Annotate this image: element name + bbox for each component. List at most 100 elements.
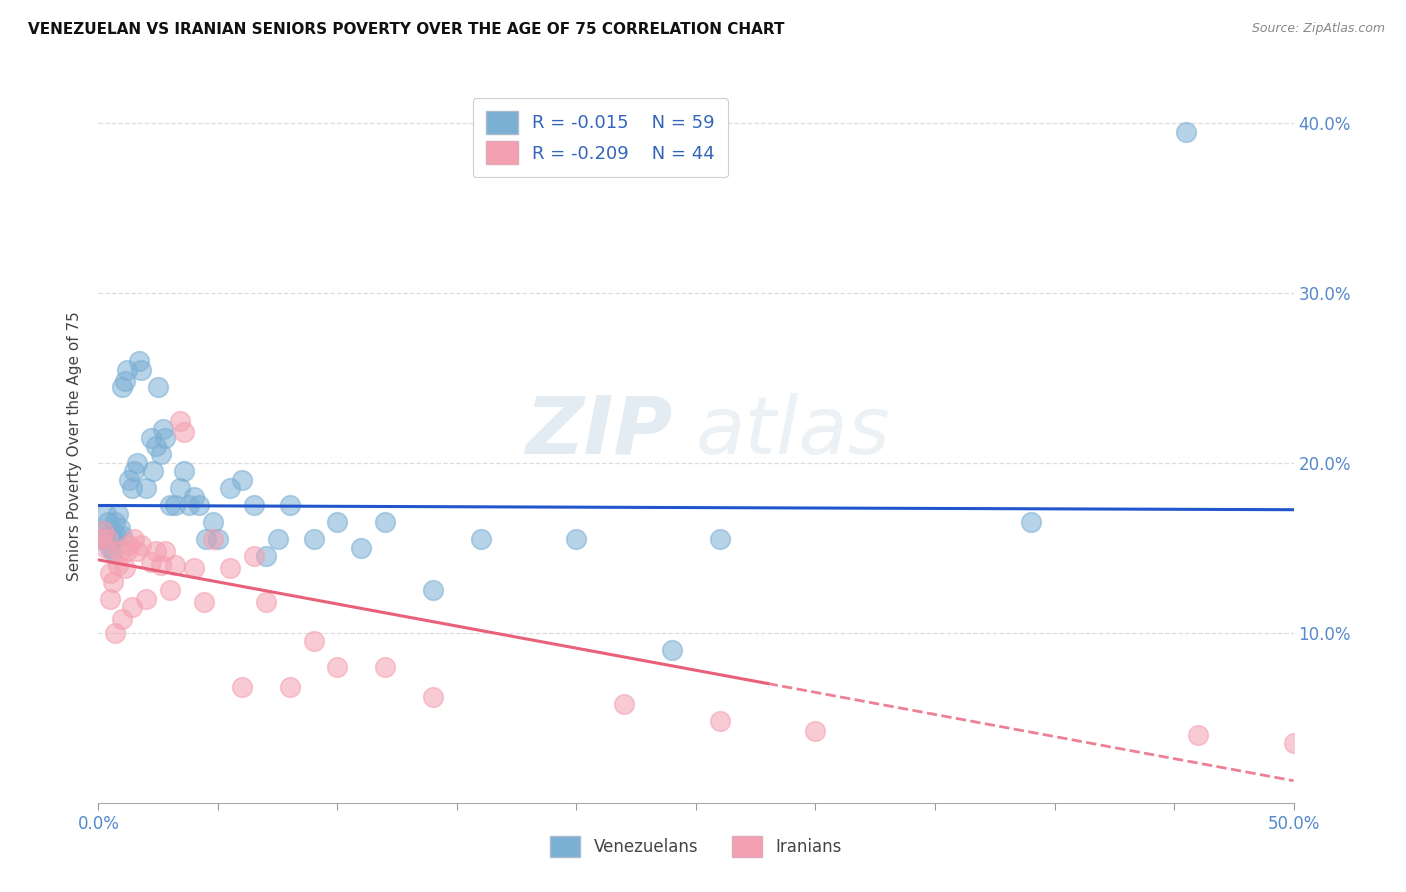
Point (107, 507, 129, 521)
Point (139, 430, 162, 444)
Point (97, 533, 120, 547)
Point (169, 413, 191, 427)
Point (101, 533, 124, 547)
Point (135, 591, 157, 606)
Point (243, 549, 266, 564)
Point (91, 524, 114, 538)
Legend: Venezuelans, Iranians: Venezuelans, Iranians (543, 828, 849, 866)
Point (219, 482, 242, 496)
Point (194, 533, 218, 547)
Point (709, 714, 731, 729)
Point (148, 379, 170, 393)
Point (149, 448, 172, 462)
Y-axis label: Seniors Poverty Over the Age of 75: Seniors Poverty Over the Age of 75 (67, 311, 83, 581)
Point (661, 643, 683, 657)
Text: VENEZUELAN VS IRANIAN SENIORS POVERTY OVER THE AGE OF 75 CORRELATION CHART: VENEZUELAN VS IRANIAN SENIORS POVERTY OV… (28, 22, 785, 37)
Point (104, 626, 127, 640)
Point (278, 680, 301, 694)
Point (145, 544, 167, 558)
Point (97, 533, 120, 547)
Point (350, 541, 373, 555)
Point (267, 533, 290, 547)
Point (709, 533, 731, 547)
Point (135, 482, 157, 496)
Text: Source: ZipAtlas.com: Source: ZipAtlas.com (1251, 22, 1385, 36)
Point (1187, 728, 1209, 742)
Point (163, 499, 186, 513)
Point (101, 574, 124, 589)
Point (159, 583, 181, 598)
Point (1019, 516, 1042, 530)
Point (111, 529, 134, 543)
Point (278, 499, 301, 513)
Point (326, 516, 349, 530)
Point (139, 555, 162, 569)
Point (125, 456, 148, 470)
Point (422, 690, 444, 705)
Point (804, 724, 827, 739)
Point (111, 379, 134, 393)
Point (128, 354, 150, 368)
Point (374, 516, 396, 530)
Point (94, 507, 117, 521)
Point (231, 680, 253, 694)
Point (326, 660, 349, 674)
Point (104, 516, 127, 530)
Point (90, 533, 112, 547)
Point (243, 499, 266, 513)
Point (115, 362, 138, 376)
Point (159, 499, 181, 513)
Text: atlas: atlas (696, 392, 891, 471)
Point (125, 544, 148, 558)
Point (155, 544, 177, 558)
Point (219, 561, 242, 575)
Point (207, 533, 229, 547)
Point (202, 516, 225, 530)
Point (94, 524, 117, 538)
Point (1175, 125, 1198, 139)
Point (142, 465, 165, 479)
Point (145, 439, 167, 453)
Point (155, 430, 177, 444)
Point (104, 527, 127, 541)
Point (193, 595, 215, 609)
Point (470, 533, 492, 547)
Point (183, 490, 205, 504)
Point (124, 533, 146, 547)
Point (231, 473, 253, 487)
Point (187, 499, 209, 513)
Point (179, 499, 201, 513)
Point (254, 595, 277, 609)
Point (302, 634, 325, 648)
Point (91, 533, 114, 547)
Point (131, 537, 153, 551)
Point (108, 544, 131, 558)
Point (1282, 736, 1305, 750)
Text: ZIP: ZIP (524, 392, 672, 471)
Point (107, 558, 129, 572)
Point (131, 362, 153, 376)
Point (124, 465, 146, 479)
Point (98, 527, 122, 541)
Point (101, 544, 124, 558)
Point (121, 600, 143, 615)
Point (254, 549, 277, 564)
Point (94, 541, 117, 555)
Point (422, 583, 444, 598)
Point (202, 533, 225, 547)
Point (98, 591, 122, 606)
Point (97, 516, 120, 530)
Point (565, 533, 588, 547)
Point (149, 558, 172, 572)
Point (169, 482, 191, 496)
Point (118, 473, 141, 487)
Point (114, 561, 136, 575)
Point (115, 544, 138, 558)
Point (163, 558, 186, 572)
Point (152, 422, 174, 436)
Point (98, 541, 122, 555)
Point (118, 537, 141, 551)
Point (173, 465, 195, 479)
Point (108, 520, 131, 534)
Point (374, 660, 396, 674)
